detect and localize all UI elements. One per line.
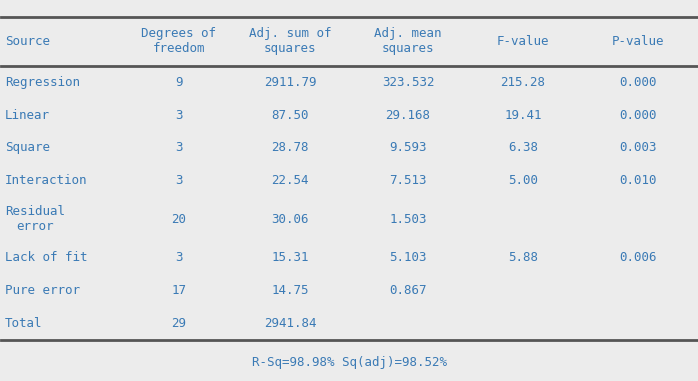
Text: 20: 20 — [171, 213, 186, 226]
Text: Linear: Linear — [5, 109, 50, 122]
Text: R-Sq=98.98% Sq(adj)=98.52%: R-Sq=98.98% Sq(adj)=98.52% — [251, 356, 447, 369]
Text: Regression: Regression — [5, 76, 80, 89]
Text: 3: 3 — [175, 141, 182, 154]
Text: 17: 17 — [171, 284, 186, 297]
Text: 215.28: 215.28 — [500, 76, 545, 89]
Text: 0.867: 0.867 — [389, 284, 427, 297]
Text: 30.06: 30.06 — [271, 213, 309, 226]
Text: 0.006: 0.006 — [618, 251, 656, 264]
Text: 6.38: 6.38 — [508, 141, 537, 154]
Text: 7.513: 7.513 — [389, 174, 427, 187]
Text: Pure error: Pure error — [5, 284, 80, 297]
Text: 29: 29 — [171, 317, 186, 330]
Text: 5.00: 5.00 — [508, 174, 537, 187]
Text: 22.54: 22.54 — [271, 174, 309, 187]
Text: 14.75: 14.75 — [271, 284, 309, 297]
Text: Adj. sum of
squares: Adj. sum of squares — [248, 27, 331, 55]
Text: 3: 3 — [175, 174, 182, 187]
Text: 2911.79: 2911.79 — [264, 76, 316, 89]
Text: 28.78: 28.78 — [271, 141, 309, 154]
Text: 9: 9 — [175, 76, 182, 89]
Text: 323.532: 323.532 — [382, 76, 434, 89]
Text: 9.593: 9.593 — [389, 141, 427, 154]
Text: 3: 3 — [175, 109, 182, 122]
Text: Square: Square — [5, 141, 50, 154]
Text: Source: Source — [5, 35, 50, 48]
Text: 1.503: 1.503 — [389, 213, 427, 226]
Text: 19.41: 19.41 — [504, 109, 542, 122]
Text: 0.000: 0.000 — [618, 109, 656, 122]
Text: Lack of fit: Lack of fit — [5, 251, 87, 264]
Text: 15.31: 15.31 — [271, 251, 309, 264]
Text: Adj. mean
squares: Adj. mean squares — [374, 27, 442, 55]
Text: 3: 3 — [175, 251, 182, 264]
Text: 29.168: 29.168 — [385, 109, 431, 122]
Text: F-value: F-value — [496, 35, 549, 48]
Text: 5.103: 5.103 — [389, 251, 427, 264]
Text: 0.003: 0.003 — [618, 141, 656, 154]
Text: 0.000: 0.000 — [618, 76, 656, 89]
Text: Total: Total — [5, 317, 43, 330]
Text: 5.88: 5.88 — [508, 251, 537, 264]
Text: P-value: P-value — [611, 35, 664, 48]
Text: Degrees of
freedom: Degrees of freedom — [141, 27, 216, 55]
Text: Interaction: Interaction — [5, 174, 87, 187]
Text: 0.010: 0.010 — [618, 174, 656, 187]
Text: 2941.84: 2941.84 — [264, 317, 316, 330]
Text: Residual
error: Residual error — [5, 205, 65, 233]
Text: 87.50: 87.50 — [271, 109, 309, 122]
